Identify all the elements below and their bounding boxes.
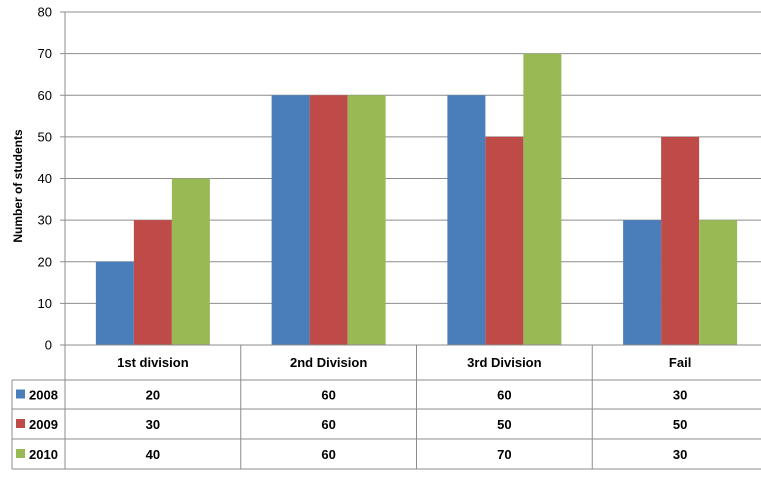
y-tick-label: 40 — [38, 171, 52, 186]
category-label: Fail — [669, 355, 691, 370]
bar-2008-4 — [623, 220, 662, 345]
category-label: 2nd Division — [290, 355, 367, 370]
bar-2009-3 — [485, 136, 524, 345]
legend-key-2008 — [16, 389, 25, 399]
y-tick-label: 80 — [38, 5, 52, 20]
y-tick-label: 20 — [38, 254, 52, 269]
y-tick-label: 60 — [38, 88, 52, 103]
bar-2008-3 — [447, 95, 486, 345]
y-tick-label: 0 — [45, 338, 52, 353]
bar-2008-2 — [271, 95, 310, 345]
bar-2010-2 — [347, 95, 386, 345]
data-label: 30 — [673, 447, 687, 462]
data-label: 20 — [146, 388, 160, 403]
bar-2008-1 — [95, 261, 134, 345]
y-tick-label: 10 — [38, 296, 52, 311]
y-tick-label: 30 — [38, 213, 52, 228]
y-axis-title: Number of students — [11, 129, 25, 243]
bar-2010-4 — [699, 220, 738, 345]
legend-key-2009 — [16, 419, 25, 428]
series-label-2008: 2008 — [29, 388, 58, 403]
data-label: 60 — [497, 388, 511, 403]
data-label: 60 — [321, 388, 335, 403]
bar-2009-4 — [661, 136, 700, 345]
series-label-2010: 2010 — [29, 447, 58, 462]
y-tick-label: 50 — [38, 129, 52, 144]
bar-2010-3 — [523, 53, 562, 345]
y-tick-label: 70 — [38, 46, 52, 61]
bar-2010-1 — [171, 178, 210, 345]
series-label-2009: 2009 — [29, 417, 58, 432]
data-label: 50 — [497, 417, 511, 432]
data-label: 60 — [321, 447, 335, 462]
bar-2009-2 — [309, 95, 348, 345]
data-label: 50 — [673, 417, 687, 432]
category-label: 1st division — [117, 355, 189, 370]
data-label: 70 — [497, 447, 511, 462]
category-label: 3rd Division — [467, 355, 541, 370]
data-label: 40 — [146, 447, 160, 462]
data-label: 60 — [321, 417, 335, 432]
data-label: 30 — [673, 388, 687, 403]
data-label: 30 — [146, 417, 160, 432]
bar-2009-1 — [133, 220, 172, 345]
legend-key-2010 — [16, 449, 25, 458]
